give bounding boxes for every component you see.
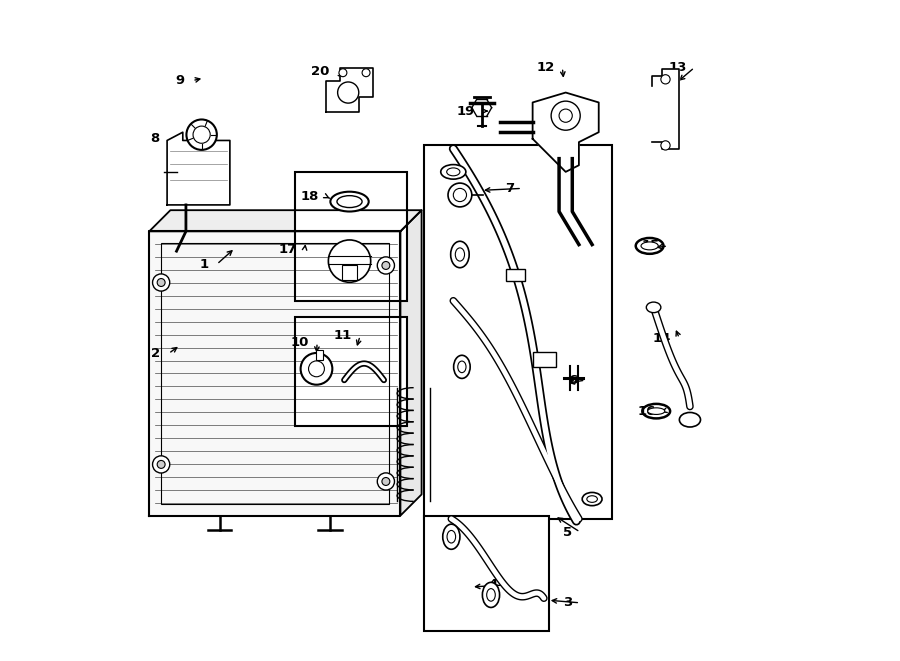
Circle shape [448, 183, 472, 207]
Text: 15: 15 [642, 239, 661, 253]
Polygon shape [327, 68, 373, 112]
Ellipse shape [641, 242, 658, 250]
Text: 6: 6 [568, 373, 578, 387]
Ellipse shape [446, 168, 460, 176]
Ellipse shape [643, 404, 670, 418]
Circle shape [328, 240, 371, 282]
Ellipse shape [451, 241, 469, 268]
Circle shape [454, 188, 466, 202]
Circle shape [339, 69, 346, 77]
Text: 11: 11 [334, 329, 352, 342]
Ellipse shape [330, 192, 369, 212]
Polygon shape [149, 210, 421, 231]
Circle shape [186, 120, 217, 150]
Ellipse shape [443, 524, 460, 549]
Circle shape [309, 361, 324, 377]
Ellipse shape [680, 412, 700, 427]
Circle shape [382, 477, 390, 485]
Text: 2: 2 [151, 347, 160, 360]
Text: 5: 5 [563, 525, 572, 539]
Circle shape [661, 75, 670, 84]
Bar [533, 352, 556, 367]
Ellipse shape [441, 165, 466, 179]
Bar [424, 516, 549, 631]
Ellipse shape [635, 238, 663, 254]
Ellipse shape [646, 302, 661, 313]
Circle shape [377, 473, 394, 490]
Text: 1: 1 [200, 258, 209, 271]
Text: 9: 9 [176, 74, 184, 87]
Ellipse shape [582, 492, 602, 506]
Bar [506, 269, 525, 281]
Circle shape [362, 69, 370, 77]
Text: 12: 12 [536, 61, 554, 74]
Bar [424, 145, 612, 519]
Text: 7: 7 [505, 182, 514, 195]
Text: 17: 17 [278, 243, 297, 256]
Text: 10: 10 [291, 336, 310, 349]
Text: 8: 8 [150, 132, 159, 145]
Ellipse shape [458, 361, 466, 373]
Polygon shape [167, 132, 230, 205]
Text: 20: 20 [311, 65, 329, 78]
Bar [161, 243, 389, 504]
Circle shape [559, 109, 572, 122]
Circle shape [158, 278, 165, 286]
Circle shape [193, 126, 211, 143]
Ellipse shape [454, 356, 470, 378]
Circle shape [661, 141, 670, 150]
Circle shape [382, 262, 390, 270]
Ellipse shape [487, 588, 495, 602]
Polygon shape [400, 210, 421, 516]
Ellipse shape [337, 196, 362, 208]
Text: 16: 16 [638, 405, 656, 418]
Circle shape [153, 456, 170, 473]
Polygon shape [652, 69, 680, 149]
Ellipse shape [447, 530, 455, 543]
Bar [342, 265, 357, 280]
Text: 4: 4 [489, 578, 498, 592]
Bar [317, 350, 323, 360]
Text: 14: 14 [653, 332, 671, 345]
Circle shape [551, 101, 580, 130]
Bar [294, 172, 407, 301]
Ellipse shape [455, 248, 464, 261]
Text: 18: 18 [301, 190, 320, 204]
Text: 13: 13 [669, 61, 687, 74]
Bar [294, 317, 407, 426]
Circle shape [158, 461, 165, 469]
Bar [149, 231, 400, 516]
Circle shape [153, 274, 170, 291]
Circle shape [301, 353, 332, 385]
Text: 3: 3 [563, 596, 572, 609]
Ellipse shape [587, 496, 598, 502]
Polygon shape [533, 93, 598, 172]
Ellipse shape [482, 582, 500, 607]
Circle shape [338, 82, 359, 103]
Text: 19: 19 [457, 104, 475, 118]
Ellipse shape [648, 408, 665, 414]
Circle shape [377, 257, 394, 274]
